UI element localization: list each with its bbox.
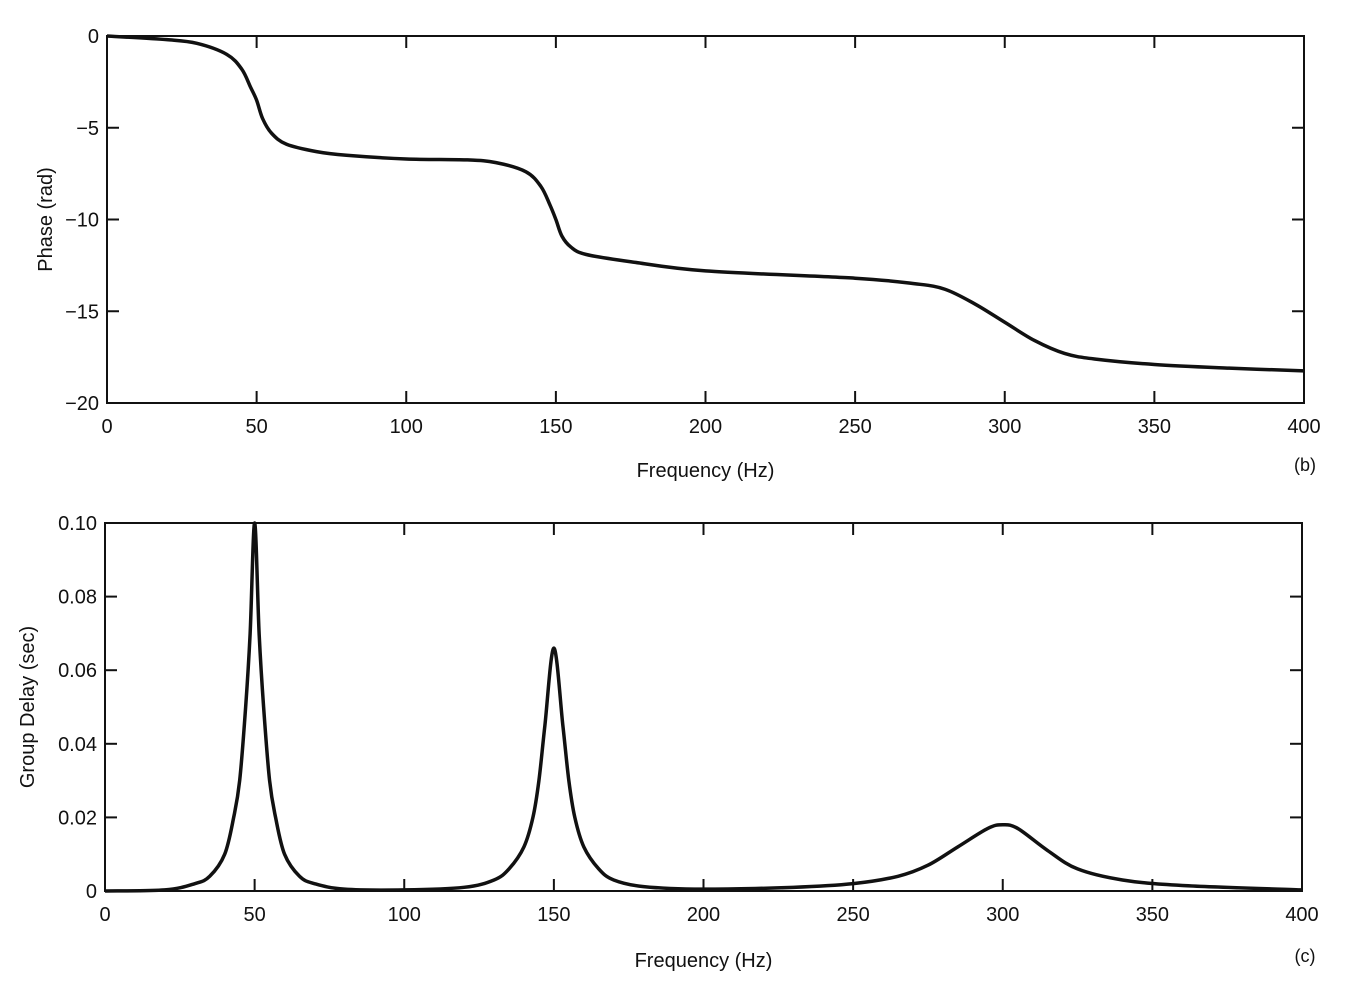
x-tick-label: 100 <box>390 416 423 438</box>
x-tick-label: 150 <box>539 416 572 438</box>
x-tick-label: 150 <box>537 904 570 926</box>
y-tick-label: 0.02 <box>58 807 97 829</box>
plot-frame <box>104 522 1303 892</box>
panel-phase: 0 50 100 150 200 250 300 350 400 0 −5 −10 −15 −20 Freq… <box>35 26 1321 482</box>
x-tick-label: 50 <box>246 416 268 438</box>
x-axis-label: Frequency (Hz) <box>637 460 775 482</box>
x-tick-label: 250 <box>836 904 869 926</box>
y-tick-label: 0.04 <box>58 734 97 756</box>
x-tick-label: 350 <box>1136 904 1169 926</box>
panel-label: (c) <box>1295 946 1316 966</box>
y-tick-label: −5 <box>76 118 99 140</box>
x-tick-label: 400 <box>1285 904 1318 926</box>
plot-frame <box>106 35 1305 404</box>
x-tick-label: 100 <box>388 904 421 926</box>
x-tick-label: 250 <box>838 416 871 438</box>
y-tick-label: −10 <box>65 210 99 232</box>
panel-group-delay: 0 50 100 150 200 250 300 350 400 0 0.02 0.04 0.06 0.0… <box>17 513 1319 972</box>
y-tick-label: 0.08 <box>58 587 97 609</box>
y-tick-label: 0.06 <box>58 660 97 682</box>
x-tick-label: 300 <box>988 416 1021 438</box>
x-tick-label: 200 <box>689 416 722 438</box>
y-tick-label: 0 <box>88 26 99 48</box>
x-tick-label: 350 <box>1138 416 1171 438</box>
y-axis-label: Phase (rad) <box>35 167 57 272</box>
x-tick-label: 0 <box>99 904 110 926</box>
panel-label: (b) <box>1294 455 1316 475</box>
y-tick-label: 0.10 <box>58 513 97 535</box>
series-line <box>106 34 1305 373</box>
x-axis-label: Frequency (Hz) <box>635 950 773 972</box>
x-tick-label: 400 <box>1287 416 1320 438</box>
x-tick-label: 50 <box>244 904 266 926</box>
y-axis-label: Group Delay (sec) <box>17 626 39 788</box>
x-tick-label: 200 <box>687 904 720 926</box>
y-tick-label: −20 <box>65 393 99 415</box>
series-line <box>104 521 1303 893</box>
y-tick-label: 0 <box>86 881 97 903</box>
x-tick-label: 300 <box>986 904 1019 926</box>
y-tick-label: −15 <box>65 301 99 323</box>
x-tick-label: 0 <box>101 416 112 438</box>
